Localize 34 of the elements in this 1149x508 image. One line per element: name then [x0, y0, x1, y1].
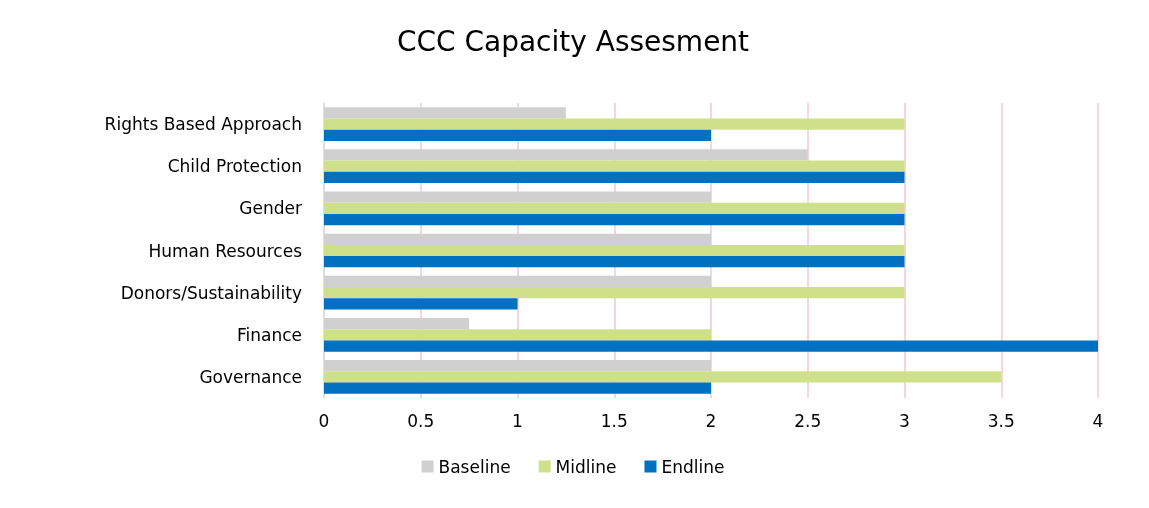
bar	[324, 160, 905, 172]
bar	[324, 382, 711, 394]
bar	[324, 171, 905, 184]
bar	[324, 298, 518, 310]
x-tick-label: 4	[1092, 410, 1104, 431]
legend-label: Midline	[555, 456, 617, 477]
x-tick-label: 3	[899, 410, 910, 431]
x-tick-label: 3.5	[987, 410, 1015, 431]
y-tick-label: Human Resources	[148, 240, 303, 261]
bar	[324, 129, 711, 141]
chart-title: CCC Capacity Assesment	[396, 24, 750, 58]
bar	[324, 244, 905, 257]
x-tick-label: 1.5	[600, 410, 628, 431]
x-tick-label: 0	[318, 410, 330, 431]
bar	[324, 329, 711, 341]
legend-label: Baseline	[438, 456, 511, 477]
y-tick-label: Governance	[199, 366, 302, 387]
x-tick-label: 0.5	[407, 410, 435, 431]
y-tick-label: Gender	[239, 198, 302, 219]
y-tick-label: Child Protection	[167, 156, 302, 177]
bar	[324, 202, 905, 214]
bar	[324, 287, 905, 299]
x-tick-label: 1	[512, 410, 523, 431]
bar	[324, 256, 905, 268]
x-tick-label: 2.5	[794, 410, 822, 431]
y-tick-label: Donors/Sustainability	[120, 282, 302, 303]
bar	[324, 118, 905, 130]
bar	[324, 213, 905, 226]
x-tick-label: 2	[705, 410, 717, 431]
bar	[324, 371, 1002, 383]
y-tick-label: Rights Based Approach	[104, 114, 302, 135]
y-tick-label: Finance	[236, 324, 302, 345]
bar	[324, 340, 1098, 352]
legend-label: Endline	[661, 456, 725, 477]
